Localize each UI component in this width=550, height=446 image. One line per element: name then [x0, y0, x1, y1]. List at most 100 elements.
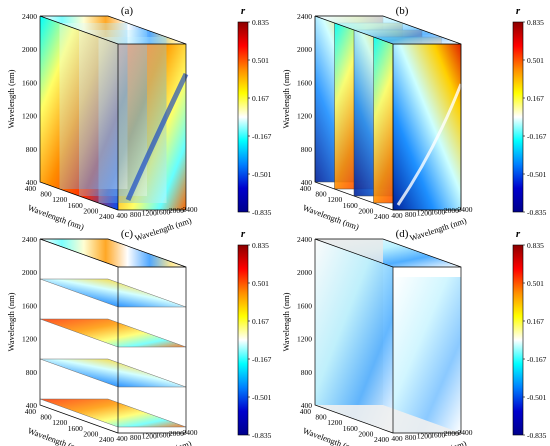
depth-tick: 1600 — [343, 424, 358, 433]
front-axis-label: Wavelength (nm) — [133, 215, 192, 243]
colorbar-tick: 0.501 — [252, 56, 269, 65]
colorbar-tick: -0.501 — [252, 170, 272, 179]
colorbar-tick: -0.167 — [252, 132, 272, 141]
colorbar-symbol: r — [241, 5, 246, 17]
depth-tick: 1200 — [327, 418, 342, 427]
depth-tick: 1600 — [68, 424, 83, 433]
front-tick: 2000 — [444, 206, 459, 215]
vertical-tick: 2000 — [22, 268, 37, 277]
vertical-tick: 2400 — [297, 235, 312, 244]
cube-left-frame — [39, 239, 119, 434]
colorbar — [237, 21, 249, 213]
colorbar-tick: -0.167 — [527, 355, 547, 364]
front-tick: 1200 — [417, 209, 432, 218]
front-tick: 1200 — [417, 432, 432, 441]
front-tick: 1600 — [155, 207, 170, 216]
vertical-tick: 400 — [301, 401, 313, 410]
front-tick: 2400 — [458, 428, 473, 437]
colorbar — [237, 244, 249, 436]
colorbar-tick: 0.167 — [527, 94, 544, 103]
vertical-tick: 1600 — [297, 301, 312, 310]
depth-tick: 800 — [40, 413, 52, 422]
vertical-tick: 1600 — [297, 78, 312, 87]
front-tick: 400 — [391, 434, 403, 443]
front-tick: 2000 — [169, 429, 184, 438]
cube-left-frame — [39, 16, 119, 211]
diagonal-band — [396, 83, 463, 206]
depth-tick: 2400 — [374, 212, 389, 221]
front-wall — [393, 277, 461, 433]
inner-slice — [59, 23, 128, 189]
colorbar-tick: -0.501 — [252, 393, 272, 402]
cube-top-frame — [39, 238, 187, 268]
depth-tick: 400 — [300, 184, 312, 193]
front-tick: 400 — [391, 211, 403, 220]
depth-tick: 2000 — [83, 206, 98, 215]
vertical-tick: 400 — [301, 178, 313, 187]
depth-tick: 2000 — [83, 429, 98, 438]
horizontal-slice — [39, 238, 187, 268]
colorbar-tick: -0.501 — [527, 170, 547, 179]
vertical-tick: 1200 — [297, 335, 312, 344]
colorbar-symbol: r — [241, 228, 246, 240]
depth-tick: 1600 — [68, 201, 83, 210]
vertical-tick: 2400 — [22, 235, 37, 244]
vertical-tick: 800 — [301, 145, 313, 154]
depth-tick: 400 — [300, 407, 312, 416]
colorbar-tick: -0.167 — [527, 132, 547, 141]
front-tick: 2400 — [183, 428, 198, 437]
colorbar-tick: 0.167 — [252, 317, 269, 326]
vertical-tick: 400 — [26, 401, 38, 410]
depth-tick: 2400 — [99, 435, 114, 444]
front-tick: 2400 — [183, 205, 198, 214]
colorbar-tick: 0.835 — [527, 241, 544, 250]
depth-tick: 1200 — [52, 418, 67, 427]
front-tick: 1200 — [142, 209, 157, 218]
depth-tick: 2400 — [374, 435, 389, 444]
depth-tick: 2000 — [358, 206, 373, 215]
colorbar-tick: -0.501 — [527, 393, 547, 402]
horizontal-slice — [39, 358, 187, 388]
depth-tick: 400 — [25, 407, 37, 416]
vertical-slice — [392, 43, 462, 211]
panel-label: (b) — [396, 5, 409, 17]
depth-tick: 800 — [40, 190, 52, 199]
colorbar-tick: -0.835 — [252, 208, 272, 217]
colorbar-tick: 0.501 — [252, 279, 269, 288]
front-tick: 1600 — [430, 207, 445, 216]
depth-tick: 1200 — [52, 195, 67, 204]
front-tick: 1600 — [430, 430, 445, 439]
colorbar-tick: 0.835 — [527, 18, 544, 27]
cube-left-frame — [314, 239, 394, 434]
cube-top-frame — [314, 238, 462, 268]
front-tick: 400 — [116, 211, 128, 220]
vertical-axis-label: Wavelength (nm) — [281, 292, 291, 351]
vertical-tick: 800 — [26, 368, 38, 377]
depth-tick: 800 — [315, 413, 327, 422]
colorbar-tick: 0.167 — [527, 317, 544, 326]
depth-tick: 800 — [315, 190, 327, 199]
colorbar-symbol: r — [516, 5, 521, 17]
depth-tick: 1600 — [343, 201, 358, 210]
colorbar — [512, 244, 524, 436]
vertical-tick: 1200 — [22, 335, 37, 344]
vertical-tick: 1600 — [22, 301, 37, 310]
front-tick: 800 — [405, 210, 417, 219]
vertical-tick: 1200 — [22, 112, 37, 121]
panel-label: (a) — [121, 5, 134, 17]
colorbar — [512, 21, 524, 213]
top-slice — [315, 16, 461, 44]
vertical-tick: 2400 — [22, 12, 37, 21]
front-tick: 2000 — [444, 429, 459, 438]
horizontal-slice — [39, 278, 187, 308]
front-tick: 400 — [116, 434, 128, 443]
depth-tick: 1200 — [327, 195, 342, 204]
front-tick: 1600 — [155, 430, 170, 439]
panel-label: (c) — [121, 228, 134, 240]
vertical-tick: 800 — [301, 368, 313, 377]
